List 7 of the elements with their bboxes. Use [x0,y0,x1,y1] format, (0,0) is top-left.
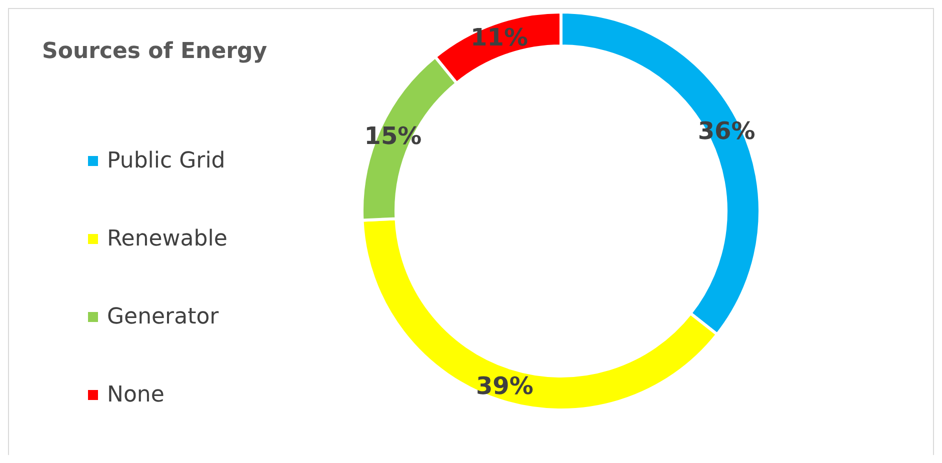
legend-label: Renewable [107,226,228,252]
text: Sources of Energy [42,39,268,64]
legend-label: Public Grid [107,148,226,174]
legend-label: Generator [107,304,220,330]
data-label: 11% [470,24,528,52]
legend-label: None [107,382,164,408]
data-label: 39% [476,372,534,400]
